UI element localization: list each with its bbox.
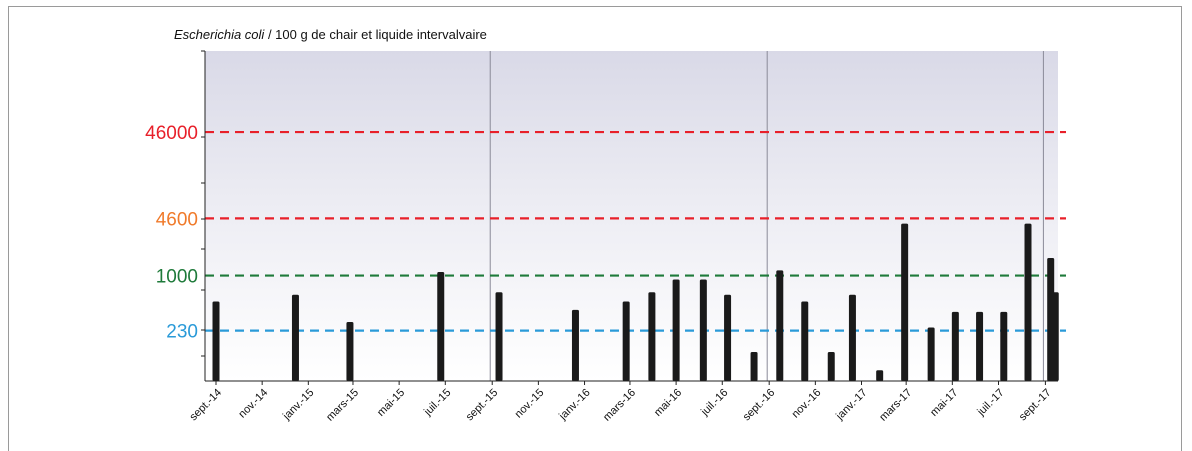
chart-title-italic: Escherichia coli: [174, 27, 265, 42]
threshold-label: 46000: [145, 123, 198, 144]
bar: [901, 223, 909, 381]
bar: [346, 321, 354, 381]
year-separators: [489, 51, 1044, 381]
x-tick-label: sept.-15: [464, 387, 501, 424]
x-tick-label: nov.-15: [513, 387, 547, 421]
bar: [1000, 311, 1008, 381]
x-tick-label: juil.-16: [698, 387, 730, 419]
bar: [571, 309, 579, 381]
x-tick-label: mai-16: [652, 387, 684, 419]
threshold-label: 4600: [156, 209, 198, 230]
bar: [437, 271, 445, 381]
bar: [672, 279, 680, 381]
bar: [1024, 223, 1032, 381]
bars: [212, 223, 1059, 381]
bar: [1051, 292, 1059, 381]
x-tick-label: sept.-17: [1017, 387, 1054, 424]
axes: [201, 50, 1058, 382]
bar: [622, 301, 630, 381]
x-tick-label: juil.-15: [421, 387, 453, 419]
bar: [848, 294, 856, 381]
x-tick-label: sept.-16: [741, 387, 778, 424]
x-tick-label: mai-17: [928, 387, 960, 419]
bar: [699, 279, 707, 381]
x-tick-label: janv.-17: [833, 387, 869, 423]
bar: [801, 301, 809, 381]
bar: [776, 270, 784, 381]
x-tick-labels: sept.-14 nov.-14 janv.-15 mars-15 mai-15 juil…: [188, 381, 1054, 424]
x-tick-label: mars-16: [601, 387, 638, 424]
x-tick-label: mars-15: [324, 387, 361, 424]
bar: [876, 370, 884, 381]
x-tick-label: mai-15: [375, 387, 407, 419]
x-tick-label: janv.-16: [556, 387, 592, 423]
chart-frame: [8, 6, 1182, 451]
x-tick-label: sept.-14: [188, 387, 225, 424]
x-tick-label: mars-17: [877, 387, 914, 424]
bar: [724, 294, 732, 381]
bar: [927, 327, 935, 381]
bar: [976, 311, 984, 381]
chart-title: Escherichia coli / 100 g de chair et liq…: [174, 27, 487, 42]
bar: [212, 301, 220, 381]
chart-title-rest: / 100 g de chair et liquide intervalvair…: [264, 27, 487, 42]
x-tick-label: juil.-17: [975, 387, 1007, 419]
bar: [291, 294, 299, 381]
bar: [951, 311, 959, 381]
bar: [495, 292, 503, 381]
threshold-label: 1000: [156, 267, 198, 288]
x-tick-label: nov.-16: [790, 387, 824, 421]
x-tick-label: janv.-15: [280, 387, 316, 423]
x-tick-label: nov.-14: [236, 387, 270, 421]
bar: [827, 352, 835, 381]
bar: [648, 292, 656, 381]
threshold-label: 230: [166, 322, 198, 343]
bar: [750, 352, 758, 381]
